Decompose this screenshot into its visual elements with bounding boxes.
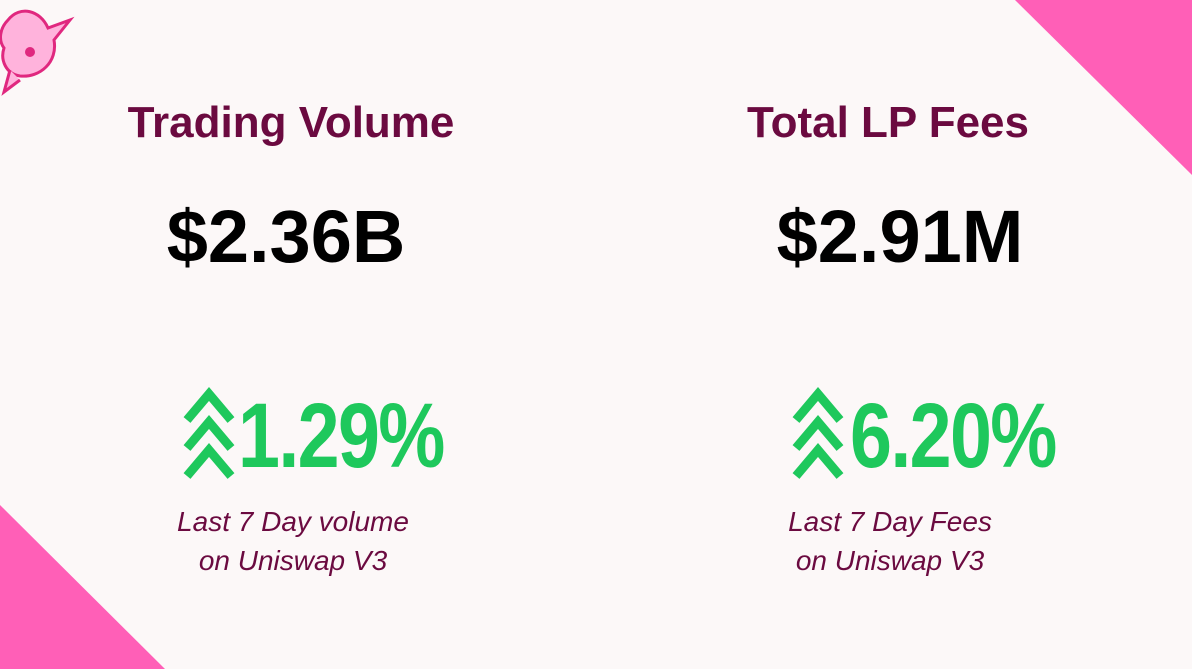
- stat-title: Total LP Fees: [746, 98, 1029, 147]
- up-arrows: [183, 387, 844, 479]
- stat-caption: Last 7 Day Fees on Uniswap V3: [680, 502, 1100, 580]
- stat-title: Trading Volume: [127, 98, 455, 147]
- caption-line: on Uniswap V3: [795, 545, 985, 576]
- stat-caption: Last 7 Day volume on Uniswap V3: [83, 502, 503, 580]
- corner-triangle: [1015, 0, 1192, 175]
- caption-line: on Uniswap V3: [198, 545, 388, 576]
- caption-line: Last 7 Day Fees: [788, 506, 992, 537]
- caption-line: Last 7 Day volume: [177, 506, 409, 537]
- logo: [0, 9, 75, 96]
- stat-change: 6.20%: [850, 385, 1057, 487]
- stat-value: $2.91M: [776, 195, 1024, 278]
- stat-value: $2.36B: [166, 195, 406, 278]
- corner-triangle: [0, 505, 165, 669]
- stat-change: 1.29%: [238, 385, 445, 487]
